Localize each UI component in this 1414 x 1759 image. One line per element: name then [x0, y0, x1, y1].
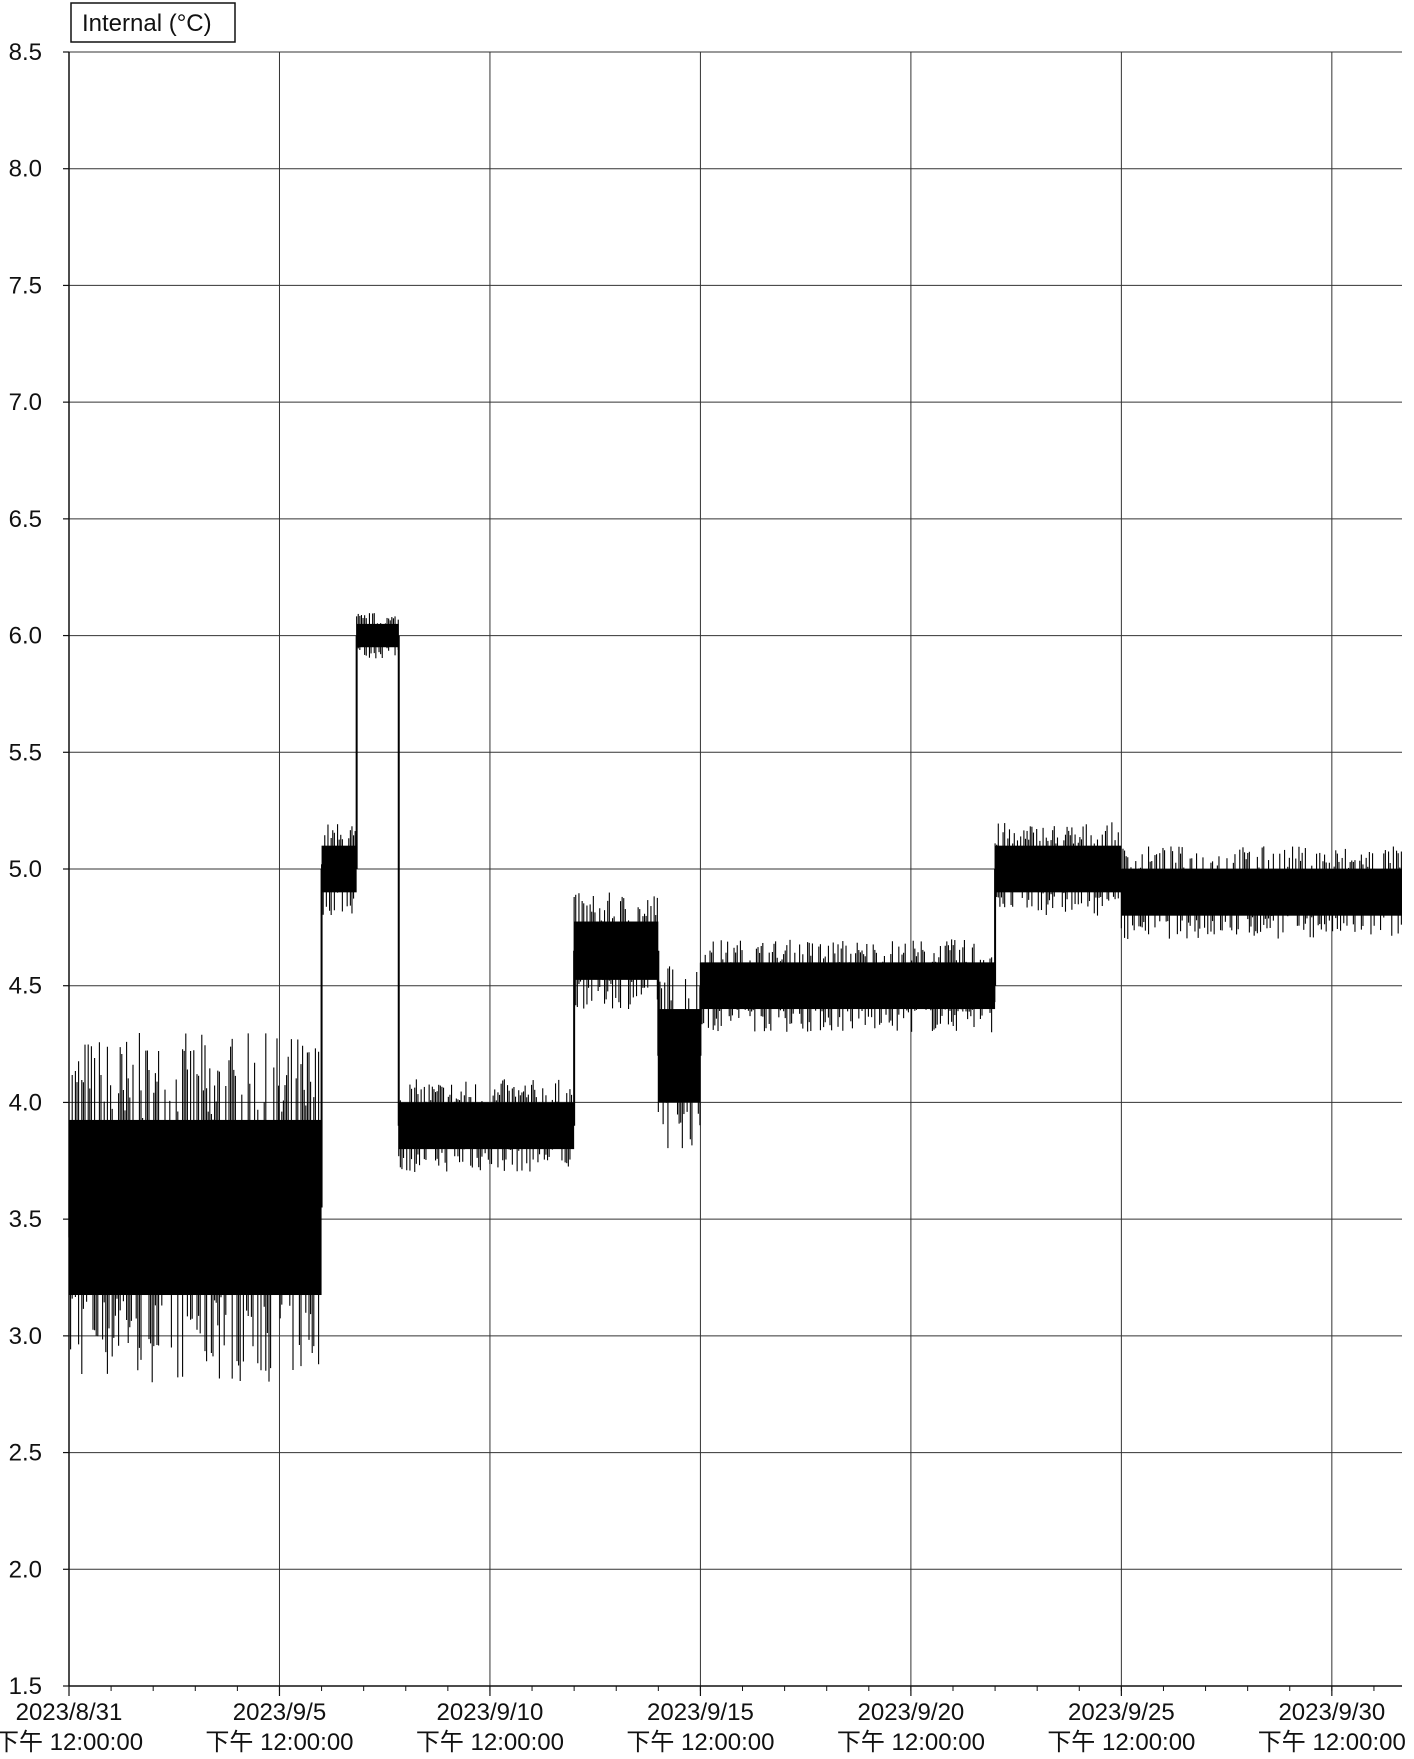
y-tick-label: 3.5 [9, 1206, 42, 1233]
y-tick-label: 6.0 [9, 623, 42, 650]
x-tick-time-label: 下午 12:00:00 [416, 1729, 564, 1756]
y-tick-label: 4.5 [9, 973, 42, 1000]
x-tick-date-label: 2023/9/10 [437, 1699, 544, 1726]
legend: Internal (°C) [70, 2, 236, 43]
y-tick-label: 2.0 [9, 1556, 42, 1583]
y-tick-label: 2.5 [9, 1440, 42, 1467]
legend-label: Internal (°C) [82, 10, 212, 37]
x-tick-date-label: 2023/9/20 [858, 1699, 965, 1726]
axes: 1.5 2.0 2.5 3.0 3.5 4.0 4.5 5.0 5.5 6.0 6.5 7.0 7.5 8… [0, 39, 1406, 1756]
x-tick-date-label: 2023/9/25 [1068, 1699, 1175, 1726]
y-tick-label: 7.5 [9, 272, 42, 299]
x-tick-date-label: 2023/9/15 [647, 1699, 754, 1726]
x-tick-time-label: 下午 12:00:00 [1047, 1729, 1195, 1756]
x-tick-time-label: 下午 12:00:00 [837, 1729, 985, 1756]
y-tick-label: 6.5 [9, 506, 42, 533]
grid [69, 51, 1402, 1686]
series-internal [68, 613, 1402, 1383]
y-tick-label: 1.5 [9, 1673, 42, 1700]
y-tick-label: 8.0 [9, 156, 42, 183]
legend-box [70, 2, 236, 43]
y-tick-label: 3.0 [9, 1323, 42, 1350]
x-tick-time-label: 下午 12:00:00 [626, 1729, 774, 1756]
x-tick-date-label: 2023/9/5 [233, 1699, 326, 1726]
x-tick-time-label: 下午 12:00:00 [1258, 1729, 1406, 1756]
x-tick-date-label: 2023/8/31 [16, 1699, 123, 1726]
x-tick-date-label: 2023/9/30 [1278, 1699, 1385, 1726]
y-tick-label: 5.0 [9, 856, 42, 883]
y-tick-label: 5.5 [9, 739, 42, 766]
x-tick-time-label: 下午 12:00:00 [0, 1729, 143, 1756]
y-tick-label: 8.5 [9, 39, 42, 66]
y-tick-label: 4.0 [9, 1089, 42, 1116]
x-tick-time-label: 下午 12:00:00 [205, 1729, 353, 1756]
y-tick-label: 7.0 [9, 389, 42, 416]
